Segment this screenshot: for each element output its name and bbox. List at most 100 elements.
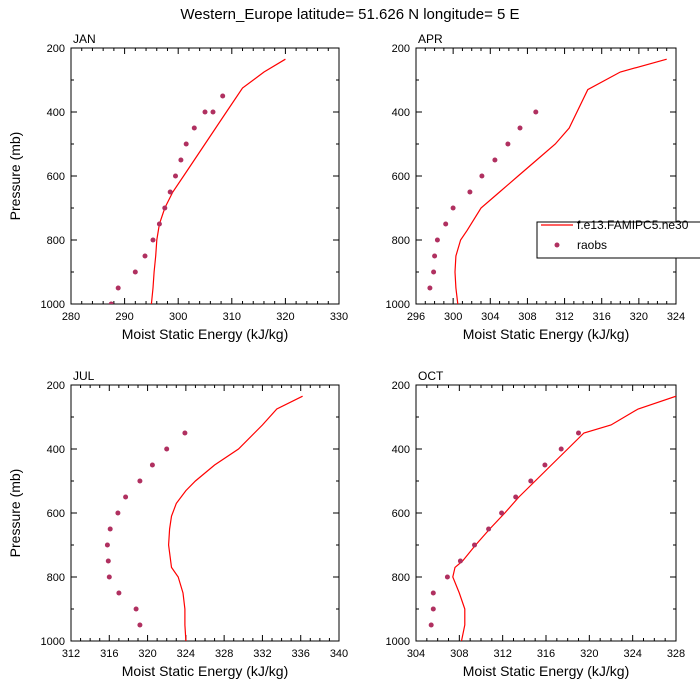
y-tick-label: 400: [47, 444, 65, 456]
obs-point: [457, 558, 463, 564]
obs-point: [107, 526, 113, 532]
obs-point: [430, 590, 436, 596]
x-tick-label: 316: [537, 648, 555, 660]
y-tick-label: 600: [392, 171, 410, 183]
legend: f.e13.FAMIPC5.ne30 raobs: [536, 218, 700, 259]
obs-point: [150, 237, 156, 243]
y-tick-label: 200: [47, 43, 65, 55]
x-tick-label: 312: [62, 648, 80, 660]
obs-point: [444, 574, 450, 580]
obs-point: [115, 285, 121, 291]
x-tick-label: 316: [593, 311, 611, 323]
obs-point: [428, 622, 434, 628]
obs-point: [164, 446, 170, 452]
x-axis-label: Moist Static Energy (kJ/kg): [463, 663, 630, 679]
x-axis-label: Moist Static Energy (kJ/kg): [463, 326, 630, 342]
y-tick-label: 1000: [41, 299, 65, 311]
obs-point: [533, 109, 539, 115]
legend-box: [536, 221, 700, 259]
panel-label: APR: [418, 32, 443, 46]
obs-point: [517, 125, 523, 131]
obs-point: [210, 109, 216, 115]
model-profile-line: [150, 58, 286, 304]
obs-point: [513, 494, 519, 500]
obs-point: [467, 189, 473, 195]
obs-point: [115, 510, 121, 516]
obs-point: [132, 269, 138, 275]
model-profile-line: [454, 58, 667, 304]
obs-point: [178, 157, 184, 163]
obs-point: [183, 141, 189, 147]
panel-jul: JUL 312 316 320 324 328 332 336 340 200 400 600 800 1…: [7, 369, 348, 679]
obs-point: [133, 606, 139, 612]
x-tick-label: 280: [62, 311, 80, 323]
obs-point: [116, 590, 122, 596]
model-profile-line: [167, 395, 303, 641]
x-tick-label: 320: [580, 648, 598, 660]
x-tick-label: 312: [555, 311, 573, 323]
obs-point: [486, 526, 492, 532]
x-tick-label: 324: [177, 648, 195, 660]
obs-point: [472, 542, 477, 548]
x-tick-label: 336: [292, 648, 310, 660]
x-tick-label: 304: [407, 648, 425, 660]
obs-point: [505, 141, 511, 147]
obs-point: [156, 221, 162, 227]
panel-jan: JAN 280 290 300 310 320 330 200 400 600 800 1000 Moi…: [7, 32, 348, 342]
panel-apr: APR 296 300 304 308 312 316 320 324 200 400 600 800 1…: [386, 32, 686, 342]
x-tick-label: 324: [623, 648, 641, 660]
panel-label: JAN: [73, 32, 96, 46]
model-profile-line: [452, 395, 676, 641]
x-tick-label: 328: [215, 648, 233, 660]
y-tick-label: 400: [392, 444, 410, 456]
x-tick-label: 320: [630, 311, 648, 323]
x-axis-label: Moist Static Energy (kJ/kg): [122, 326, 289, 342]
y-tick-label: 600: [47, 171, 65, 183]
legend-model-label: f.e13.FAMIPC5.ne30: [577, 218, 689, 232]
y-tick-label: 200: [392, 380, 410, 392]
obs-point: [558, 446, 564, 452]
plot-area: [104, 395, 303, 641]
obs-point: [432, 253, 438, 259]
y-tick-label: 800: [47, 235, 65, 247]
obs-point: [450, 205, 456, 211]
obs-point: [142, 253, 148, 259]
y-tick-label: 800: [47, 572, 65, 584]
y-tick-label: 200: [47, 380, 65, 392]
plot-frame: [70, 47, 340, 305]
obs-point: [528, 478, 534, 484]
x-tick-label: 308: [450, 648, 468, 660]
legend-obs-label: raobs: [577, 238, 607, 252]
obs-point: [492, 157, 498, 163]
obs-point: [427, 285, 433, 291]
panel-oct: OCT 304 308 312 316 320 324 328 200 400 600 800 1000…: [386, 369, 686, 679]
obs-point: [104, 542, 110, 548]
obs-point: [106, 574, 112, 580]
y-tick-label: 400: [47, 107, 65, 119]
plot-area: [428, 395, 676, 641]
obs-point: [167, 189, 173, 195]
obs-point: [499, 510, 505, 516]
obs-point: [137, 622, 143, 628]
obs-point: [542, 462, 548, 468]
plot-frame: [70, 384, 340, 642]
x-tick-label: 310: [223, 311, 241, 323]
figure-title: Western_Europe latitude= 51.626 N longit…: [180, 6, 519, 23]
obs-point: [108, 301, 114, 304]
obs-point: [149, 462, 155, 468]
panel-label: JUL: [73, 369, 95, 383]
obs-point: [443, 221, 449, 227]
obs-point: [220, 93, 226, 99]
y-tick-label: 800: [392, 235, 410, 247]
x-tick-label: 330: [330, 311, 348, 323]
obs-point: [202, 109, 208, 115]
plot-area: [108, 58, 286, 304]
obs-point: [430, 606, 436, 612]
x-tick-label: 304: [481, 311, 499, 323]
x-tick-label: 316: [100, 648, 118, 660]
plot-frame: [415, 384, 677, 642]
y-axis-label: Pressure (mb): [7, 132, 23, 221]
y-tick-label: 600: [47, 508, 65, 520]
obs-point: [173, 173, 178, 179]
